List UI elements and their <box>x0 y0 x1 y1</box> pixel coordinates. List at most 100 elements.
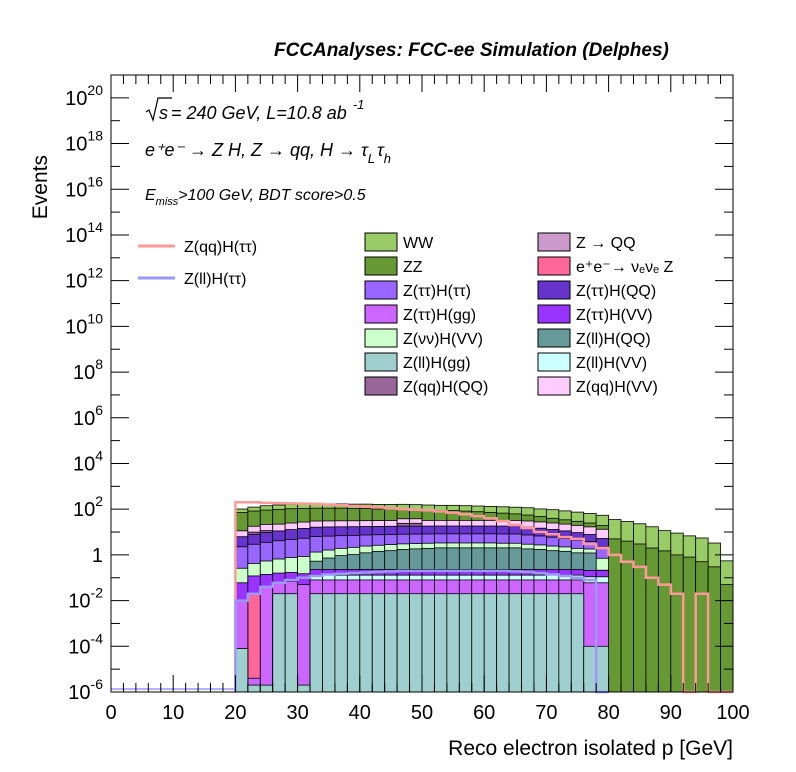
bar-z-ll-h-gg--25 <box>546 593 560 693</box>
legend-label-8: Z(νν)H(VV) <box>403 331 483 348</box>
legend-label-1: Z → QQ <box>576 235 636 252</box>
bar-z-ll-h-gg--14 <box>409 593 423 693</box>
stack-0 <box>234 593 609 693</box>
legend-swatch-9 <box>537 328 571 348</box>
x-tick-label-3: 30 <box>286 702 308 724</box>
legend-label-10: Z(ll)H(gg) <box>403 355 471 372</box>
annotation-process: e⁺e⁻ → Z H, Z → qq, H → τL τh <box>145 140 391 166</box>
bar-z-ll-h-gg--4 <box>284 593 299 693</box>
bar-z-ll-h-gg--0 <box>234 648 249 693</box>
y-tick-label-9: 1012 <box>65 265 103 293</box>
y-tick-label-0: 10-6 <box>68 676 103 704</box>
legend-label-7: Z(ττ)H(VV) <box>576 307 653 324</box>
bar-zz-36 <box>682 556 697 693</box>
legend-swatch-12 <box>364 376 398 396</box>
bar-z-ll-h-gg--15 <box>421 593 435 693</box>
legend-label-3: e⁺e⁻→ νₑνₑ Z <box>576 259 673 276</box>
y-tick-label-7: 108 <box>73 356 103 384</box>
bar-z-ll-h-gg--7 <box>322 593 336 693</box>
sqrt-symbol <box>145 97 172 123</box>
bar-z-h-gg--5 <box>297 584 311 693</box>
x-tick-label-4: 40 <box>349 702 371 724</box>
legend-swatch-3 <box>537 256 571 276</box>
bar-z-ll-h-gg--28 <box>583 645 597 693</box>
figure-header: FCCAnalyses: FCC-ee Simulation (Delphes) <box>274 40 669 61</box>
bar-z-ll-h-gg--17 <box>446 593 460 693</box>
x-tick-label-5: 50 <box>411 702 433 724</box>
x-tick-label-7: 70 <box>535 702 557 724</box>
bar-z-ll-h-gg--16 <box>434 593 448 693</box>
legend-swatch-1 <box>537 232 571 252</box>
bar-z-ll-h-gg--6 <box>309 593 323 693</box>
legend-swatch-4 <box>364 280 398 300</box>
legend-label-9: Z(ll)H(QQ) <box>576 331 651 348</box>
x-tick-label-2: 20 <box>224 702 246 724</box>
bar-z-ll-h-gg--5 <box>297 684 311 693</box>
legend-swatch-11 <box>537 352 571 372</box>
bar-z-ll-h-gg--21 <box>496 593 510 693</box>
bar-zz-31 <box>620 540 634 693</box>
bar-z-ll-h-gg--12 <box>384 593 398 693</box>
y-tick-label-4: 102 <box>73 493 103 521</box>
bar-zz-35 <box>670 554 684 693</box>
x-tick-label-10: 100 <box>716 702 749 724</box>
legend-label-11: Z(ll)H(VV) <box>576 355 647 372</box>
legend-swatch-10 <box>364 352 398 372</box>
bar-z-ll-h-gg--20 <box>483 593 498 693</box>
bar-z-ll-h-gg--29 <box>595 645 609 693</box>
legend-swatch-0 <box>364 232 398 252</box>
y-tick-label-3: 1 <box>92 545 103 567</box>
legend-label-13: Z(qq)H(VV) <box>576 379 658 396</box>
bar-zz-33 <box>645 547 659 693</box>
annotation-cuts: Emiss>100 GeV, BDT score>0.5 <box>145 187 366 208</box>
legend-label-6: Z(ττ)H(gg) <box>403 307 476 324</box>
x-axis-label: Reco electron isolated p [GeV] <box>448 737 733 760</box>
y-axis-label: Events <box>29 155 52 219</box>
bar-z-h-gg--2 <box>259 586 274 693</box>
y-tick-label-12: 1018 <box>65 128 103 156</box>
bar-z-ll-h-gg--3 <box>272 593 286 693</box>
bar-zz-30 <box>608 538 622 693</box>
x-tick-label-0: 0 <box>105 702 116 724</box>
bar-z-ll-h-gg--9 <box>346 593 361 693</box>
x-tick-label-9: 90 <box>660 702 682 724</box>
legend-label-12: Z(qq)H(QQ) <box>403 379 488 396</box>
bar-zz-37 <box>695 561 709 693</box>
bar-z-ll-h-gg--1 <box>247 684 261 693</box>
legend-line-label-1: Z(ll)H(ττ) <box>184 271 246 288</box>
bar-z-ll-h-gg--13 <box>396 593 410 693</box>
legend-swatch-7 <box>537 304 571 324</box>
x-tick-label-1: 10 <box>162 702 184 724</box>
bar-z-ll-h-gg--10 <box>359 593 373 693</box>
y-tick-label-6: 106 <box>73 402 103 430</box>
legend-line-label-0: Z(qq)H(ττ) <box>184 239 257 256</box>
line-0 <box>234 501 733 694</box>
legend-label-4: Z(ττ)H(ττ) <box>403 283 471 300</box>
legend-swatch-13 <box>537 376 571 396</box>
bar-z-ll-h-gg--11 <box>371 593 386 693</box>
y-tick-label-13: 1020 <box>65 82 103 110</box>
legend-label-5: Z(ττ)H(QQ) <box>576 283 656 300</box>
bar-z-ll-h-gg--22 <box>508 593 522 693</box>
bar-z-ll-h-gg--19 <box>471 593 485 693</box>
bar-z-ll-h-gg--27 <box>570 593 585 693</box>
bar-z-ll-h-gg--18 <box>458 593 473 693</box>
y-tick-label-1: 10-4 <box>68 630 103 658</box>
bar-z-ll-h-gg--8 <box>334 593 348 693</box>
y-tick-label-10: 1014 <box>65 219 103 247</box>
bar-zz-34 <box>657 550 672 693</box>
bar-z-ll-h-gg--2 <box>259 684 274 693</box>
x-tick-label-8: 80 <box>597 702 619 724</box>
bar-e-e-z-1 <box>247 593 261 693</box>
legend-swatch-5 <box>537 280 571 300</box>
bar-z-ll-h-gg--23 <box>521 593 535 693</box>
annotation-sqrt-s: s <box>159 103 168 123</box>
annotation-energy-lumi: = 240 GeV, L=10.8 ab -1 <box>171 97 364 123</box>
legend-swatch-8 <box>364 328 398 348</box>
stack-2 <box>247 593 261 693</box>
legend-swatch-2 <box>364 256 398 276</box>
y-tick-label-5: 104 <box>73 447 103 475</box>
y-tick-label-8: 1010 <box>65 310 103 338</box>
